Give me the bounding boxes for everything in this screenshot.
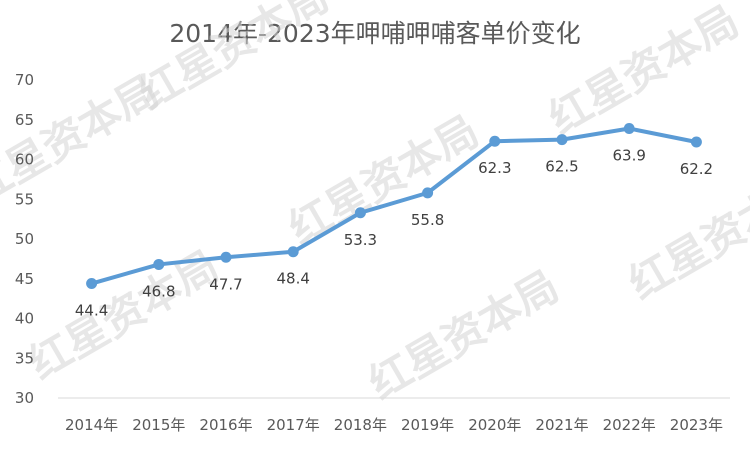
x-tick-label: 2019年	[401, 416, 454, 434]
watermark-3: 红星资本局	[21, 241, 227, 388]
x-tick-label: 2023年	[670, 416, 723, 434]
data-label: 47.7	[209, 275, 242, 293]
x-tick-label: 2016年	[199, 416, 252, 434]
data-point	[86, 278, 98, 290]
data-point	[220, 251, 232, 263]
y-tick-label: 40	[15, 310, 34, 328]
data-point	[422, 187, 434, 199]
data-point	[556, 134, 568, 146]
chart-title: 2014年-2023年呷哺呷哺客单价变化	[169, 19, 581, 48]
data-label: 48.4	[276, 270, 309, 288]
data-label: 63.9	[612, 146, 645, 164]
series-layer: 44.4 46.8 47.7 48.4 53.3 55.8 62.3 62.5 63.9 62.2	[75, 122, 713, 320]
y-tick-label: 70	[15, 71, 34, 89]
y-tick-label: 65	[15, 111, 34, 129]
watermark-2: 红星资本局	[281, 106, 487, 253]
data-point	[690, 136, 702, 148]
data-label: 44.4	[75, 302, 108, 320]
watermark-4: 红星资本局	[361, 261, 567, 408]
data-point	[623, 122, 635, 134]
data-point	[287, 246, 299, 258]
y-tick-label: 45	[15, 270, 34, 288]
y-tick-label: 55	[15, 190, 34, 208]
x-axis: 2014年 2015年 2016年 2017年 2018年 2019年 2020年 2021年…	[58, 397, 730, 434]
watermark-1: 红星资本局	[131, 0, 337, 119]
data-label: 53.3	[344, 231, 377, 249]
y-axis: 30 35 40 45 50 55 60 65 70	[15, 71, 34, 407]
y-tick-label: 50	[15, 230, 34, 248]
series-line	[89, 126, 699, 286]
x-tick-label: 2020年	[468, 416, 521, 434]
data-label: 62.2	[680, 160, 713, 178]
x-tick-label: 2018年	[334, 416, 387, 434]
data-point	[153, 258, 165, 270]
watermark-6: 红星资本局	[621, 161, 750, 308]
x-tick-label: 2015年	[132, 416, 185, 434]
watermark-5: 红星资本局	[541, 0, 747, 144]
data-point	[489, 135, 501, 147]
x-tick-label: 2021年	[535, 416, 588, 434]
data-label: 62.5	[545, 158, 578, 176]
x-tick-label: 2022年	[603, 416, 656, 434]
y-tick-label: 60	[15, 151, 34, 169]
y-tick-label: 35	[15, 349, 34, 367]
data-point	[354, 207, 366, 219]
data-label: 62.3	[478, 159, 511, 177]
data-label: 55.8	[411, 211, 444, 229]
y-tick-label: 30	[15, 389, 34, 407]
x-tick-label: 2017年	[267, 416, 320, 434]
data-label: 46.8	[142, 282, 175, 300]
x-tick-label: 2014年	[65, 416, 118, 434]
